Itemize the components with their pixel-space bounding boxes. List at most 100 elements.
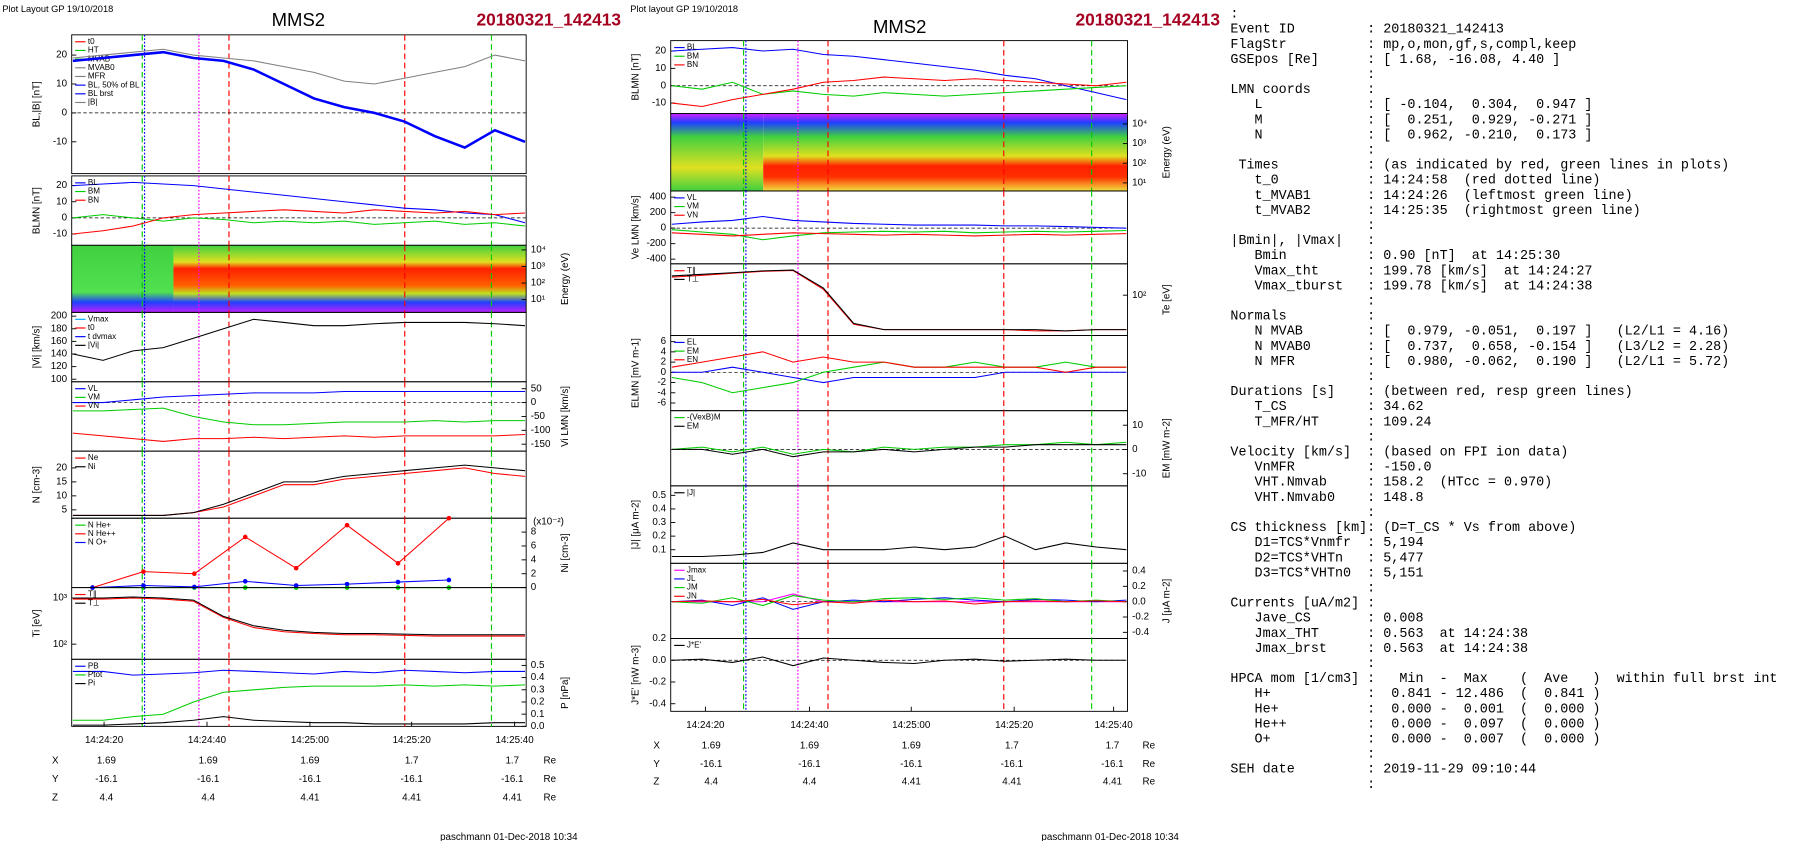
- y-tick-label: -0.2: [649, 677, 666, 688]
- y-tick-label: -200: [646, 238, 666, 249]
- series-dot: [242, 579, 248, 584]
- y-tick-label: 15: [56, 476, 67, 487]
- summary-line: LMN coords :: [1230, 83, 1375, 98]
- summary-line: :: [1230, 68, 1375, 83]
- y-tick-label: 160: [51, 336, 68, 347]
- y-tick-label: 4: [661, 346, 667, 357]
- summary-line: M : [ 0.251, 0.929, -0.271 ]: [1230, 113, 1592, 128]
- legend-label: MVAB0: [88, 63, 115, 72]
- panel-frame: [670, 263, 1128, 336]
- y-axis-label: J*E' [nW m-3]: [631, 645, 642, 705]
- y-tick-label: 0.4: [531, 672, 545, 683]
- legend-label: t dvmax: [88, 332, 116, 341]
- series-line: [72, 407, 526, 426]
- series-line: [72, 684, 526, 721]
- plot-header: Plot layout GP 19/10/2018: [630, 4, 738, 14]
- summary-line: N : [ 0.962, -0.210, 0.173 ]: [1230, 128, 1592, 143]
- position-unit: Re: [544, 793, 557, 804]
- legend-label: T∥: [687, 266, 696, 275]
- legend-label: VN: [687, 210, 698, 219]
- y-tick-label: -0.2: [1132, 612, 1149, 623]
- series-line: [72, 669, 526, 676]
- legend-label: Ni: [88, 462, 96, 471]
- y-tick-label: -4: [657, 387, 666, 398]
- summary-line: Velocity [km/s] : (based on FPI ion data…: [1230, 446, 1568, 461]
- summary-line: :: [1230, 8, 1238, 23]
- spectrogram: [763, 113, 1128, 191]
- series-dot: [395, 579, 401, 585]
- y-tick-label: 0.4: [652, 504, 666, 515]
- y-tick-label: 6: [531, 541, 537, 552]
- position-value: 1.69: [199, 756, 218, 767]
- y-tick-label: 100: [51, 374, 68, 385]
- position-label: Y: [653, 759, 660, 770]
- y-tick-label: 10: [56, 79, 67, 90]
- summary-line: H+ : 0.841 - 12.486 ( 0.841 ): [1230, 687, 1600, 702]
- position-value: -16.1: [900, 759, 922, 770]
- series-line: [72, 390, 526, 404]
- x-tick-label: 14:24:40: [790, 720, 829, 731]
- series-line: [671, 269, 1127, 332]
- panel-frame: [670, 638, 1128, 712]
- legend-label: t0: [88, 323, 95, 332]
- position-value: 4.4: [803, 776, 817, 787]
- y-tick-label: 8: [531, 527, 537, 538]
- position-unit: Re: [544, 756, 557, 767]
- event-id: 20180321_142413: [476, 10, 621, 30]
- y-tick-label: -10: [53, 136, 68, 147]
- y-tick-label: 400: [650, 192, 667, 203]
- position-label: Z: [52, 793, 58, 804]
- y-tick-label: 0.5: [531, 660, 545, 671]
- legend-label: T⊥: [687, 275, 699, 284]
- summary-line: :: [1230, 657, 1375, 672]
- position-label: X: [52, 756, 59, 767]
- footer: paschmann 01-Dec-2018 10:34: [1041, 832, 1179, 841]
- summary-line: Times : (as indicated by red, green line…: [1230, 159, 1729, 174]
- y-tick-label: 0.3: [652, 517, 666, 528]
- summary-line: Durations [s] : (between red, resp green…: [1230, 385, 1632, 400]
- summary-line: :: [1230, 219, 1375, 234]
- summary-line: D3=TCS*VHTn0 : 5,151: [1230, 566, 1423, 581]
- position-value: 1.69: [300, 756, 319, 767]
- y-tick-label: 0: [661, 367, 667, 378]
- legend-label: VL: [687, 193, 697, 202]
- x-tick-label: 14:24:20: [85, 735, 124, 746]
- legend-label: t0: [88, 37, 95, 46]
- summary-line: Vmax_tht : 199.78 [km/s] at 14:24:27: [1230, 264, 1592, 279]
- series-dot: [344, 522, 350, 528]
- legend-label: BM: [88, 187, 100, 196]
- series-line: [72, 597, 526, 637]
- y-tick-label: 120: [51, 361, 68, 372]
- summary-line: N MFR : [ 0.980, -0.062, 0.190 ] (L2/L1 …: [1230, 355, 1729, 370]
- series-line: [671, 47, 1127, 101]
- position-value: 1.7: [1005, 741, 1019, 752]
- y-tick-label: 200: [650, 207, 667, 218]
- summary-line: SEH date : 2019-11-29 09:10:44: [1230, 763, 1536, 778]
- spectrogram-early: [670, 113, 764, 191]
- summary-line: Jave_CS : 0.008: [1230, 612, 1423, 627]
- legend-label: |Vi|: [88, 340, 99, 349]
- y-tick-label: 0.0: [652, 655, 666, 666]
- panel-frame: [670, 40, 1128, 114]
- y-tick-label: 0.5: [652, 490, 666, 501]
- y-tick-label: 0.2: [652, 633, 666, 644]
- position-value: -16.1: [798, 759, 820, 770]
- series-line: [72, 596, 526, 636]
- y-tick-label: 20: [655, 46, 666, 57]
- y-tick-label: 10: [56, 196, 67, 207]
- series-line: [671, 215, 1127, 229]
- legend-label: EM: [687, 421, 699, 430]
- y-tick-label: 0.2: [531, 697, 545, 708]
- position-value: 1.69: [702, 741, 721, 752]
- series-line: [671, 76, 1127, 108]
- series-line: [671, 441, 1127, 455]
- y-tick-label: -0.4: [1132, 627, 1149, 638]
- summary-line: Normals :: [1230, 310, 1375, 325]
- y-axis-label: BLMN [nT]: [631, 53, 642, 100]
- x-tick-label: 14:25:00: [892, 720, 931, 731]
- position-value: 4.41: [402, 793, 421, 804]
- unit-note: (x10⁻²): [533, 516, 564, 527]
- series-line: [671, 656, 1127, 667]
- series-dot: [141, 569, 146, 574]
- y-tick-label: 0: [62, 212, 68, 223]
